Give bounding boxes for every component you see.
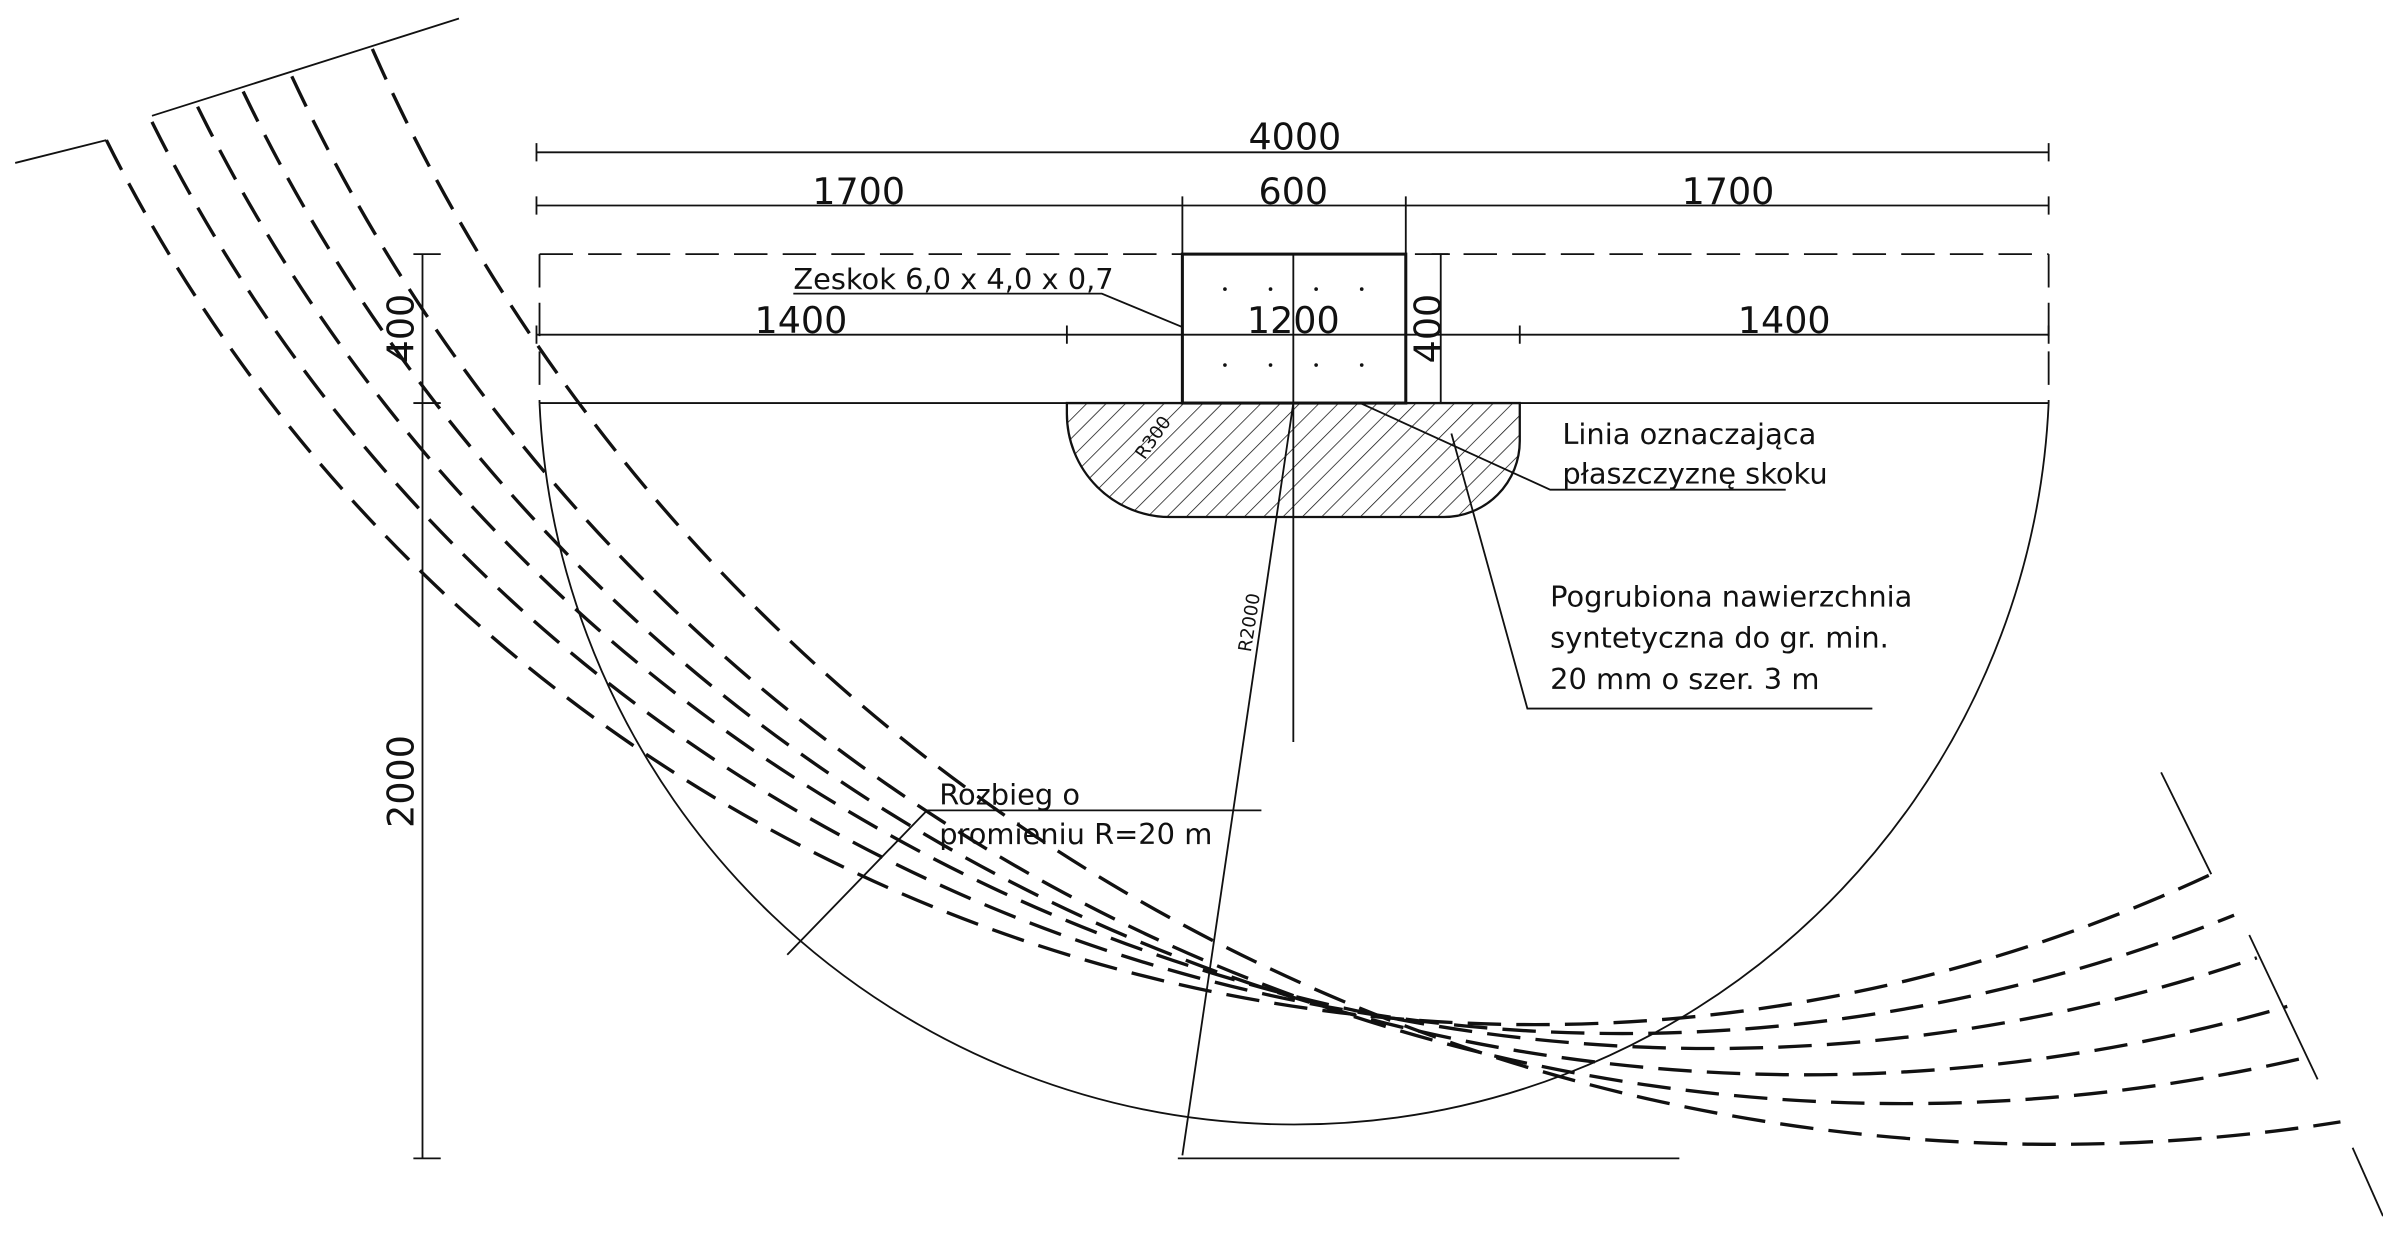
dimension-label: 400	[1407, 294, 1450, 364]
annotation: 20 mm o szer. 3 m	[1550, 662, 1819, 696]
dimension-label: 1400	[1738, 299, 1831, 342]
dimension-label: 1400	[755, 299, 848, 342]
dimension-label: 1200	[1247, 299, 1340, 342]
annotations: Zeskok 6,0 x 4,0 x 0,7 Linia oznaczająca…	[793, 262, 1912, 851]
annotation: promieniu R=20 m	[939, 817, 1212, 851]
annotation: Rozbieg o	[939, 777, 1080, 811]
dimension-label: 1700	[1682, 170, 1775, 213]
dimension-label: 600	[1259, 170, 1329, 213]
radius-label: R2000	[1235, 592, 1265, 654]
annotation: Zeskok 6,0 x 4,0 x 0,7	[793, 262, 1113, 296]
annotation: Linia oznaczająca	[1562, 417, 1816, 451]
annotation: Pogrubiona nawierzchnia	[1550, 580, 1912, 614]
annotation: syntetyczna do gr. min.	[1550, 621, 1889, 655]
annotation: płaszczyznę skoku	[1562, 457, 1827, 491]
dimension-label: 4000	[1248, 115, 1341, 158]
dimension-label: 400	[379, 294, 422, 364]
dimension-label: 1700	[812, 170, 905, 213]
dimension-label: 2000	[379, 735, 422, 828]
dimension-labels: 4000 1700 600 1700 1400 1200 1400 400 40…	[379, 115, 1830, 828]
geometry	[14, 17, 2383, 1217]
